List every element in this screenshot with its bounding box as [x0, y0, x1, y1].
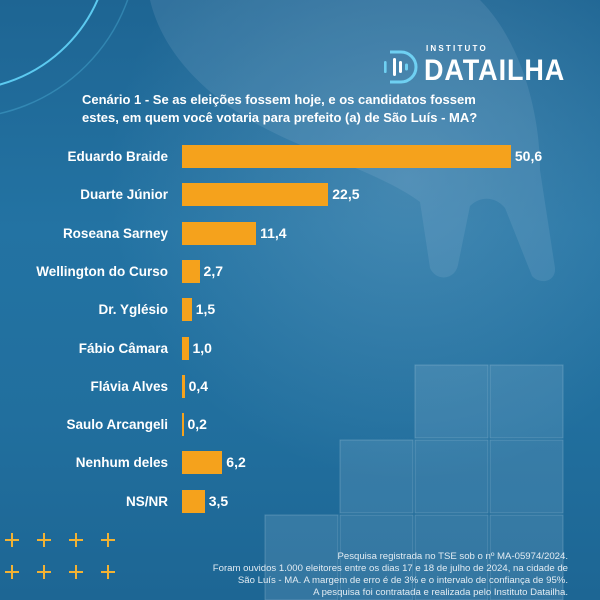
footer-line-3: São Luís - MA. A margem de erro é de 3% …	[237, 575, 568, 586]
category-label-dr-yglesio: Dr. Yglésio	[98, 302, 168, 318]
category-label-duarte-junior: Duarte Júnior	[80, 187, 168, 203]
category-label-flavia-alves: Flávia Alves	[90, 378, 168, 394]
value-label-roseana-sarney: 11,4	[260, 224, 287, 241]
value-label-dr-yglesio: 1,5	[195, 301, 216, 318]
bar-ns-nr	[182, 489, 205, 513]
datailha-logo-icon	[384, 50, 418, 84]
bar-row-nenhum-deles: Nenhum deles 6,2	[0, 451, 600, 475]
logo-text-instituto: INSTITUTO	[426, 44, 488, 53]
background-blocks	[264, 364, 564, 600]
bar-flavia-alves	[182, 374, 185, 398]
value-label-duarte-junior: 22,5	[332, 186, 360, 203]
plus-icon	[101, 565, 115, 579]
bar-duarte-junior	[182, 183, 329, 207]
category-label-roseana-sarney: Roseana Sarney	[62, 225, 168, 241]
bar-row-saulo-arcangeli: Saulo Arcangeli 0,2	[0, 413, 600, 437]
bar-row-eduardo-braide: Eduardo Braide 50,6	[0, 145, 600, 168]
chart-title-line-2: estes, em quem você votaria para prefeit…	[82, 110, 478, 125]
plus-icon	[69, 533, 83, 547]
value-label-eduardo-braide: 50,6	[514, 148, 543, 164]
chart-title: Cenário 1 - Se as eleições fossem hoje, …	[82, 91, 477, 127]
category-label-ns-nr: NS/NR	[125, 493, 168, 509]
footer-line-4: A pesquisa foi contratada e realizada pe…	[313, 587, 568, 598]
plus-icon	[5, 565, 19, 579]
category-label-eduardo-braide: Eduardo Braide	[67, 149, 168, 164]
bar-dr-yglesio	[182, 298, 192, 322]
footer-line-2: Foram ouvidos 1.000 eleitores entre os d…	[212, 563, 568, 574]
plus-icon	[101, 533, 115, 547]
value-label-fabio-camara: 1,0	[192, 339, 212, 356]
background-hand-shape	[150, 0, 556, 282]
bar-row-roseana-sarney: Roseana Sarney 11,4	[0, 221, 600, 245]
value-label-nenhum-deles: 6,2	[226, 454, 246, 471]
bar-fabio-camara	[182, 336, 189, 360]
bar-saulo-arcangeli	[182, 413, 184, 437]
bar-wellington-do-curso	[182, 259, 200, 283]
plus-icon	[5, 533, 19, 547]
bar-roseana-sarney	[182, 221, 257, 245]
bar-row-ns-nr: NS/NR 3,5	[0, 489, 600, 513]
footer-line-1: Pesquisa registrada no TSE sob o nº MA-0…	[337, 551, 568, 562]
footer-note: Pesquisa registrada no TSE sob o nº MA-0…	[213, 551, 568, 599]
bar-row-dr-yglesio: Dr. Yglésio 1,5	[0, 298, 600, 322]
category-label-nenhum-deles: Nenhum deles	[75, 455, 168, 471]
category-label-wellington-do-curso: Wellington do Curso	[36, 263, 168, 279]
category-label-fabio-camara: Fábio Câmara	[78, 340, 168, 356]
value-label-flavia-alves: 0,4	[188, 377, 209, 394]
plus-icon	[37, 565, 51, 579]
bar-eduardo-braide	[182, 145, 511, 168]
bar-row-wellington-do-curso: Wellington do Curso 2,7	[0, 259, 600, 283]
value-label-saulo-arcangeli: 0,2	[187, 416, 207, 433]
value-label-wellington-do-curso: 2,7	[203, 262, 224, 279]
plus-icon	[37, 533, 51, 547]
value-label-ns-nr: 3,5	[208, 492, 229, 509]
bar-row-duarte-junior: Duarte Júnior 22,5	[0, 183, 600, 207]
bar-row-flavia-alves: Flávia Alves 0,4	[0, 374, 600, 398]
bar-nenhum-deles	[182, 451, 223, 475]
bar-row-fabio-camara: Fábio Câmara 1,0	[0, 336, 600, 360]
plus-icon	[69, 565, 83, 579]
chart-title-line-1: Cenário 1 - Se as eleições fossem hoje, …	[82, 92, 476, 107]
logo-text-datailha: DATAILHA	[424, 54, 566, 87]
category-label-saulo-arcangeli: Saulo Arcangeli	[66, 417, 168, 433]
